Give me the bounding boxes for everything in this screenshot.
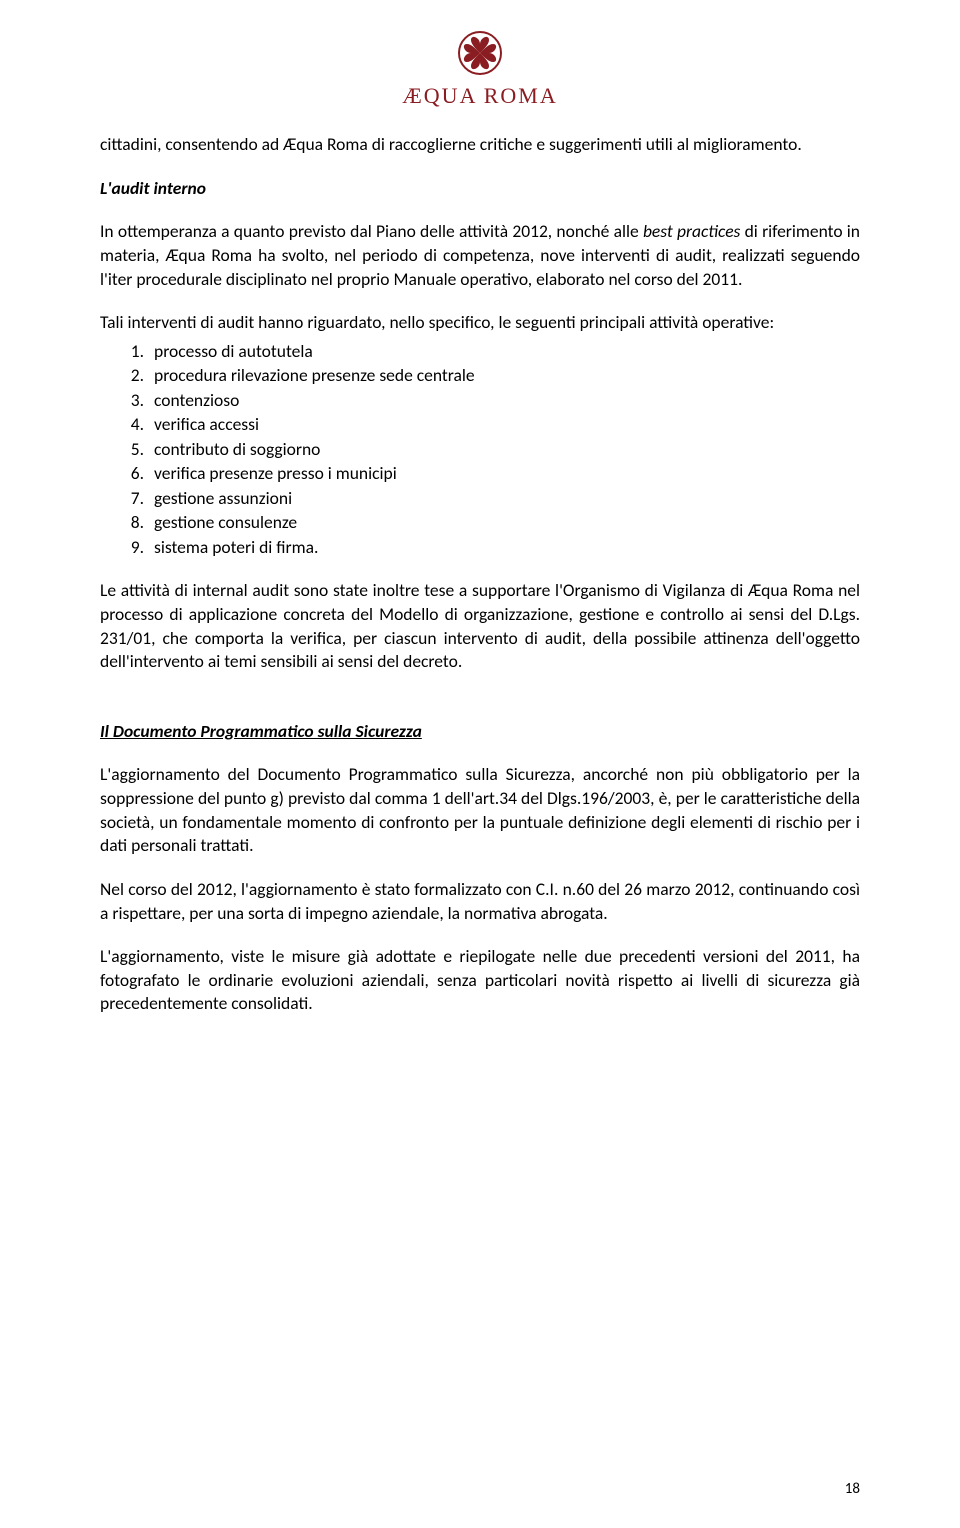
list-item: procedura rilevazione presenze sede cent… <box>148 363 860 388</box>
list-item: processo di autotutela <box>148 339 860 364</box>
paragraph-audit-2: Tali interventi di audit hanno riguardat… <box>100 311 860 335</box>
section-heading-dps: Il Documento Programmatico sulla Sicurez… <box>100 720 860 744</box>
paragraph-dps-3: L'aggiornamento, viste le misure già ado… <box>100 945 860 1016</box>
list-item: verifica accessi <box>148 412 860 437</box>
page-number: 18 <box>845 1480 860 1498</box>
paragraph-dps-2: Nel corso del 2012, l'aggiornamento è st… <box>100 878 860 925</box>
text-run: In ottemperanza a quanto previsto dal Pi… <box>100 220 643 242</box>
section-heading-audit: L'audit interno <box>100 177 860 201</box>
paragraph-audit-3: Le attività di internal audit sono state… <box>100 579 860 674</box>
list-item: contributo di soggiorno <box>148 437 860 462</box>
paragraph-audit-1: In ottemperanza a quanto previsto dal Pi… <box>100 220 860 291</box>
list-item: contenzioso <box>148 388 860 413</box>
list-item: verifica presenze presso i municipi <box>148 461 860 486</box>
list-item: gestione assunzioni <box>148 486 860 511</box>
document-page: ÆQUA ROMA cittadini, consentendo ad Æqua… <box>0 0 960 1528</box>
paragraph-dps-1: L'aggiornamento del Documento Programmat… <box>100 763 860 858</box>
paragraph-intro-continuation: cittadini, consentendo ad Æqua Roma di r… <box>100 133 860 157</box>
list-item: gestione consulenze <box>148 510 860 535</box>
text-run-italic: best practices <box>643 220 740 242</box>
audit-activities-list: processo di autotutela procedura rilevaz… <box>100 339 860 560</box>
brand-logo: ÆQUA ROMA <box>100 30 860 109</box>
brand-name: ÆQUA ROMA <box>100 83 860 109</box>
list-item: sistema poteri di firma. <box>148 535 860 560</box>
clover-icon <box>457 30 503 76</box>
